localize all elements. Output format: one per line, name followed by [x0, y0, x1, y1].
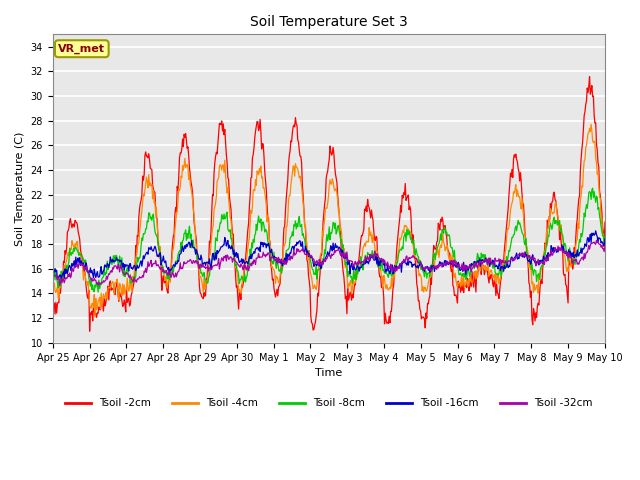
- Tsoil -2cm: [397, 203, 404, 208]
- Tsoil -32cm: [59, 276, 67, 282]
- Tsoil -8cm: [116, 259, 124, 264]
- Tsoil -4cm: [49, 282, 56, 288]
- Tsoil -4cm: [413, 255, 420, 261]
- Tsoil -2cm: [86, 328, 93, 334]
- Tsoil -8cm: [601, 234, 609, 240]
- Tsoil -16cm: [49, 268, 56, 274]
- Tsoil -16cm: [601, 236, 609, 242]
- Tsoil -16cm: [397, 261, 404, 267]
- Tsoil -4cm: [397, 237, 404, 242]
- Line: Tsoil -16cm: Tsoil -16cm: [52, 231, 605, 279]
- Tsoil -16cm: [413, 264, 420, 270]
- Tsoil -8cm: [49, 272, 56, 277]
- Tsoil -2cm: [116, 294, 124, 300]
- Line: Tsoil -32cm: Tsoil -32cm: [52, 240, 605, 285]
- Tsoil -4cm: [116, 283, 124, 288]
- Tsoil -32cm: [601, 244, 609, 250]
- Tsoil -16cm: [202, 263, 209, 268]
- Line: Tsoil -2cm: Tsoil -2cm: [52, 77, 605, 331]
- Tsoil -16cm: [60, 269, 67, 275]
- Tsoil -8cm: [413, 250, 420, 255]
- Y-axis label: Soil Temperature (C): Soil Temperature (C): [15, 132, 25, 246]
- Tsoil -4cm: [588, 121, 595, 127]
- Title: Soil Temperature Set 3: Soil Temperature Set 3: [250, 15, 408, 29]
- Line: Tsoil -8cm: Tsoil -8cm: [52, 188, 605, 292]
- Line: Tsoil -4cm: Tsoil -4cm: [52, 124, 605, 317]
- Tsoil -16cm: [592, 228, 600, 234]
- Tsoil -32cm: [397, 262, 404, 267]
- Tsoil -4cm: [91, 314, 99, 320]
- Tsoil -8cm: [94, 289, 102, 295]
- Tsoil -4cm: [202, 283, 209, 289]
- Tsoil -2cm: [413, 281, 420, 287]
- Tsoil -32cm: [593, 238, 600, 243]
- Tsoil -8cm: [173, 259, 180, 264]
- Tsoil -8cm: [397, 246, 404, 252]
- Tsoil -32cm: [202, 266, 209, 272]
- Tsoil -32cm: [116, 262, 124, 268]
- Tsoil -16cm: [116, 258, 124, 264]
- Tsoil -4cm: [173, 211, 180, 217]
- Tsoil -32cm: [413, 256, 420, 262]
- Tsoil -4cm: [601, 240, 609, 245]
- Tsoil -2cm: [49, 294, 56, 300]
- Tsoil -16cm: [173, 261, 180, 267]
- Tsoil -8cm: [59, 274, 67, 280]
- Text: VR_met: VR_met: [58, 44, 106, 54]
- Tsoil -2cm: [586, 74, 593, 80]
- Tsoil -32cm: [95, 282, 102, 288]
- Tsoil -16cm: [58, 276, 65, 282]
- Legend: Tsoil -2cm, Tsoil -4cm, Tsoil -8cm, Tsoil -16cm, Tsoil -32cm: Tsoil -2cm, Tsoil -4cm, Tsoil -8cm, Tsoi…: [61, 394, 597, 413]
- Tsoil -8cm: [202, 277, 209, 283]
- Tsoil -2cm: [173, 208, 180, 214]
- Tsoil -2cm: [59, 277, 67, 283]
- Tsoil -2cm: [601, 219, 609, 225]
- Tsoil -32cm: [173, 274, 180, 280]
- Tsoil -8cm: [589, 185, 596, 191]
- Tsoil -4cm: [59, 276, 67, 282]
- Tsoil -32cm: [49, 269, 56, 275]
- X-axis label: Time: Time: [316, 368, 342, 378]
- Tsoil -2cm: [202, 292, 209, 298]
